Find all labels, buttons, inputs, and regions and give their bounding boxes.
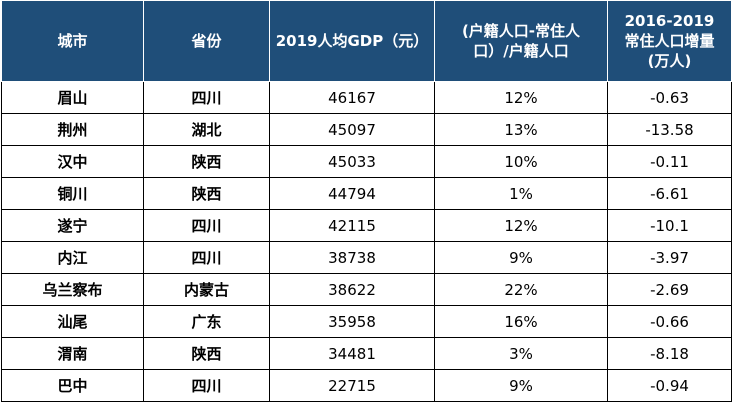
- table-row: 渭南 陕西 34481 3% -8.18: [1, 337, 732, 370]
- growth-cell: -6.61: [607, 177, 732, 210]
- header-city: 城市: [1, 0, 144, 82]
- province-cell: 陕西: [143, 337, 270, 370]
- province-cell: 四川: [143, 209, 270, 242]
- ratio-cell: 16%: [434, 305, 608, 338]
- gdp-cell: 46167: [269, 81, 435, 114]
- gdp-cell: 34481: [269, 337, 435, 370]
- header-gdp-per-capita: 2019人均GDP（元）: [269, 0, 435, 82]
- growth-cell: -10.1: [607, 209, 732, 242]
- growth-cell: -0.66: [607, 305, 732, 338]
- growth-cell: -0.94: [607, 369, 732, 402]
- gdp-cell: 44794: [269, 177, 435, 210]
- city-cell: 铜川: [1, 177, 144, 210]
- gdp-cell: 35958: [269, 305, 435, 338]
- gdp-cell: 38738: [269, 241, 435, 274]
- growth-cell: -13.58: [607, 113, 732, 146]
- header-row: 城市 省份 2019人均GDP（元） (户籍人口-常住人 口）/户籍人口 201…: [1, 0, 732, 82]
- gdp-cell: 42115: [269, 209, 435, 242]
- province-cell: 湖北: [143, 113, 270, 146]
- header-population-ratio-line2: 口）/户籍人口: [473, 42, 569, 60]
- header-population-ratio-line1: (户籍人口-常住人: [461, 22, 581, 40]
- table-header: 城市 省份 2019人均GDP（元） (户籍人口-常住人 口）/户籍人口 201…: [1, 0, 732, 82]
- city-cell: 眉山: [1, 81, 144, 114]
- ratio-cell: 9%: [434, 241, 608, 274]
- province-cell: 陕西: [143, 145, 270, 178]
- province-cell: 四川: [143, 369, 270, 402]
- ratio-cell: 10%: [434, 145, 608, 178]
- city-cell: 内江: [1, 241, 144, 274]
- province-cell: 陕西: [143, 177, 270, 210]
- city-cell: 乌兰察布: [1, 273, 144, 306]
- ratio-cell: 22%: [434, 273, 608, 306]
- table-row: 汉中 陕西 45033 10% -0.11: [1, 145, 732, 178]
- gdp-cell: 45033: [269, 145, 435, 178]
- growth-cell: -0.11: [607, 145, 732, 178]
- table-row: 荆州 湖北 45097 13% -13.58: [1, 113, 732, 146]
- ratio-cell: 13%: [434, 113, 608, 146]
- table-body: 眉山 四川 46167 12% -0.63 荆州 湖北 45097 13% -1…: [1, 81, 732, 402]
- table-row: 汕尾 广东 35958 16% -0.66: [1, 305, 732, 338]
- table-row: 遂宁 四川 42115 12% -10.1: [1, 209, 732, 242]
- gdp-cell: 38622: [269, 273, 435, 306]
- table-row: 内江 四川 38738 9% -3.97: [1, 241, 732, 274]
- province-cell: 内蒙古: [143, 273, 270, 306]
- city-cell: 汉中: [1, 145, 144, 178]
- header-population-growth: 2016-2019 常住人口增量 (万人): [607, 0, 732, 82]
- growth-cell: -3.97: [607, 241, 732, 274]
- header-population-growth-line1: 2016-2019: [624, 12, 715, 30]
- ratio-cell: 3%: [434, 337, 608, 370]
- province-cell: 四川: [143, 241, 270, 274]
- header-province: 省份: [143, 0, 270, 82]
- growth-cell: -0.63: [607, 81, 732, 114]
- province-cell: 广东: [143, 305, 270, 338]
- header-population-ratio: (户籍人口-常住人 口）/户籍人口: [434, 0, 608, 82]
- city-cell: 汕尾: [1, 305, 144, 338]
- city-cell: 遂宁: [1, 209, 144, 242]
- ratio-cell: 12%: [434, 209, 608, 242]
- table-row: 巴中 四川 22715 9% -0.94: [1, 369, 732, 402]
- table-row: 乌兰察布 内蒙古 38622 22% -2.69: [1, 273, 732, 306]
- city-cell: 荆州: [1, 113, 144, 146]
- header-population-growth-line2: 常住人口增量: [624, 32, 715, 50]
- growth-cell: -2.69: [607, 273, 732, 306]
- table-row: 眉山 四川 46167 12% -0.63: [1, 81, 732, 114]
- city-cell: 渭南: [1, 337, 144, 370]
- ratio-cell: 12%: [434, 81, 608, 114]
- table-row: 铜川 陕西 44794 1% -6.61: [1, 177, 732, 210]
- gdp-cell: 22715: [269, 369, 435, 402]
- province-cell: 四川: [143, 81, 270, 114]
- gdp-cell: 45097: [269, 113, 435, 146]
- header-population-growth-line3: (万人): [647, 52, 692, 70]
- ratio-cell: 1%: [434, 177, 608, 210]
- growth-cell: -8.18: [607, 337, 732, 370]
- city-cell: 巴中: [1, 369, 144, 402]
- ratio-cell: 9%: [434, 369, 608, 402]
